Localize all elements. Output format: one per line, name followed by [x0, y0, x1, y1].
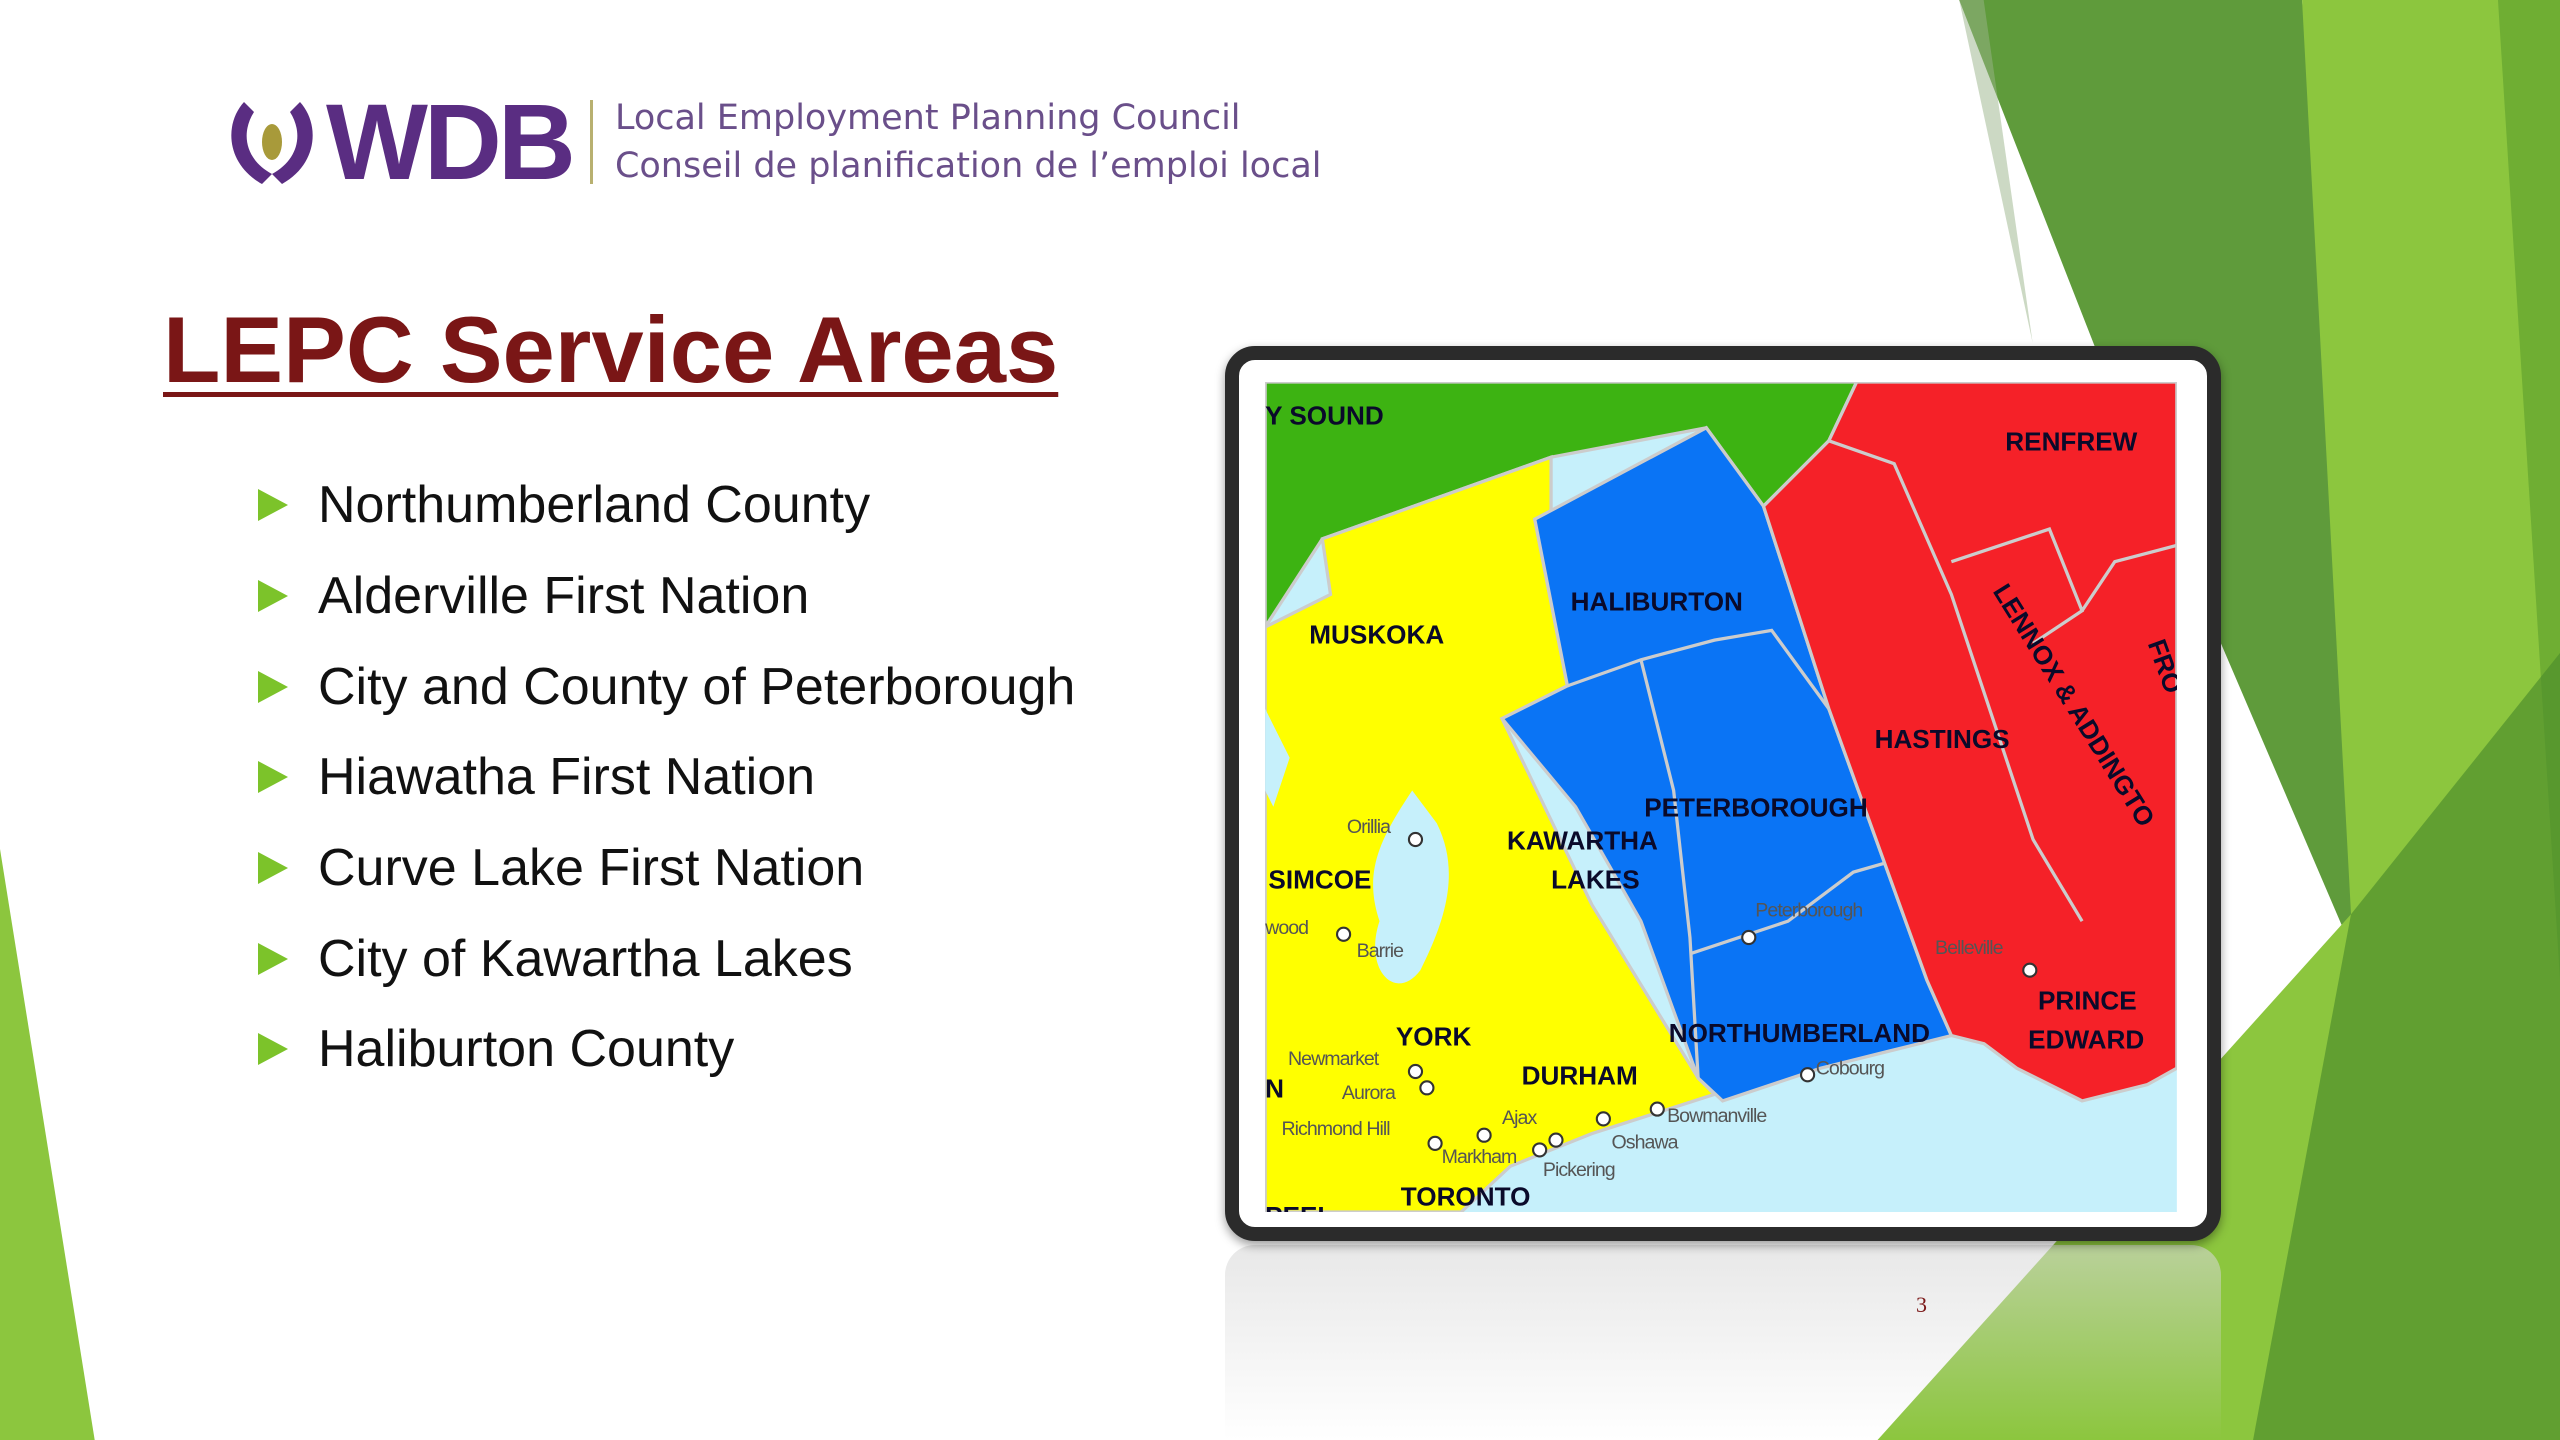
map-label: PEEL	[1265, 1201, 1333, 1212]
city-label: Belleville	[1935, 937, 2004, 959]
list-item: City and County of Peterborough	[258, 641, 1075, 732]
map-label: YORK	[1396, 1021, 1472, 1051]
city-label: Newmarket	[1288, 1048, 1380, 1070]
city-dot	[1476, 1127, 1492, 1143]
list-item: Alderville First Nation	[258, 551, 1075, 642]
map-label: TORONTO	[1401, 1181, 1531, 1211]
city-label: Orillia	[1347, 816, 1391, 838]
list-item: Northumberland County	[258, 460, 1075, 551]
map-label: HALIBURTON	[1571, 587, 1743, 617]
city-label: Ajax	[1502, 1107, 1537, 1129]
city-label: Pickering	[1543, 1159, 1615, 1181]
map-label: LAKES	[1551, 864, 1640, 894]
city-label: Bowmanville	[1667, 1105, 1767, 1127]
map-label: NORTHUMBERLAND	[1669, 1018, 1930, 1048]
triangle-right-icon	[258, 489, 288, 522]
triangle-right-icon	[258, 852, 288, 885]
triangle-right-icon	[258, 942, 288, 975]
city-label: Cobourg	[1816, 1058, 1884, 1080]
city-label: wood	[1265, 917, 1308, 939]
triangle-right-icon	[258, 670, 288, 703]
triangle-right-icon	[258, 1033, 288, 1066]
city-dot	[1427, 1135, 1443, 1151]
city-dot	[1649, 1101, 1665, 1117]
region-red	[1761, 382, 2177, 1103]
list-item: City of Kawartha Lakes	[258, 913, 1075, 1004]
map-label: PETERBOROUGH	[1644, 793, 1868, 823]
city-dot	[1335, 926, 1352, 942]
lake-simcoe	[1265, 708, 1449, 984]
city-dot	[1595, 1111, 1611, 1127]
map-label: MUSKOKA	[1309, 619, 1444, 649]
map-label: N	[1265, 1074, 1284, 1104]
map-label: PRINCE	[2038, 985, 2137, 1015]
city-dot	[2022, 962, 2038, 978]
city-dot	[1407, 1063, 1424, 1080]
city-dot	[1532, 1142, 1548, 1158]
wdb-logo: WDB Local Employment Planning Council Co…	[222, 88, 1322, 196]
logo-divider	[589, 100, 593, 184]
map-label: Y SOUND	[1265, 400, 1384, 430]
logo-wordmark: WDB	[326, 81, 576, 202]
list-item: Hiawatha First Nation	[258, 732, 1075, 823]
logo-tagline-en: Local Employment Planning Council	[614, 98, 1241, 138]
city-dot	[1419, 1080, 1435, 1096]
wdb-logo-icon	[231, 102, 313, 184]
city-label: Markham	[1442, 1146, 1517, 1168]
service-area-list: Northumberland County Alderville First N…	[258, 460, 1075, 1095]
map-frame: Y SOUND RENFREW MUSKOKA HALIBURTON HASTI…	[1225, 346, 2221, 1241]
map-label: RENFREW	[2005, 427, 2137, 457]
map-label: DURHAM	[1522, 1061, 1638, 1091]
map-label: SIMCOE	[1268, 864, 1371, 894]
city-dot	[1741, 929, 1757, 946]
map-label: HASTINGS	[1875, 724, 2010, 754]
city-label: Oshawa	[1612, 1131, 1679, 1153]
city-dot	[1548, 1132, 1564, 1148]
map-label: KAWARTHA	[1507, 825, 1658, 855]
city-label: Aurora	[1342, 1082, 1396, 1104]
page-number: 3	[1916, 1292, 1927, 1317]
city-label: Barrie	[1357, 940, 1404, 962]
logo-tagline-fr: Conseil de planification de l’emploi loc…	[614, 146, 1322, 186]
map-reflection	[1225, 1245, 2221, 1440]
list-item: Haliburton County	[258, 1004, 1075, 1095]
region-yellow	[1265, 454, 1718, 1212]
service-area-map: Y SOUND RENFREW MUSKOKA HALIBURTON HASTI…	[1265, 382, 2177, 1212]
slide-title: LEPC Service Areas	[163, 297, 1059, 402]
list-item: Curve Lake First Nation	[258, 823, 1075, 914]
map-label: EDWARD	[2028, 1025, 2144, 1055]
city-label: Peterborough	[1755, 899, 1862, 921]
city-label: Richmond Hill	[1281, 1118, 1390, 1140]
triangle-right-icon	[258, 761, 288, 794]
city-dot	[1799, 1067, 1816, 1083]
triangle-right-icon	[258, 580, 288, 613]
logo-tagline: Local Employment Planning Council Consei…	[615, 94, 1322, 190]
city-dot	[1407, 831, 1424, 848]
